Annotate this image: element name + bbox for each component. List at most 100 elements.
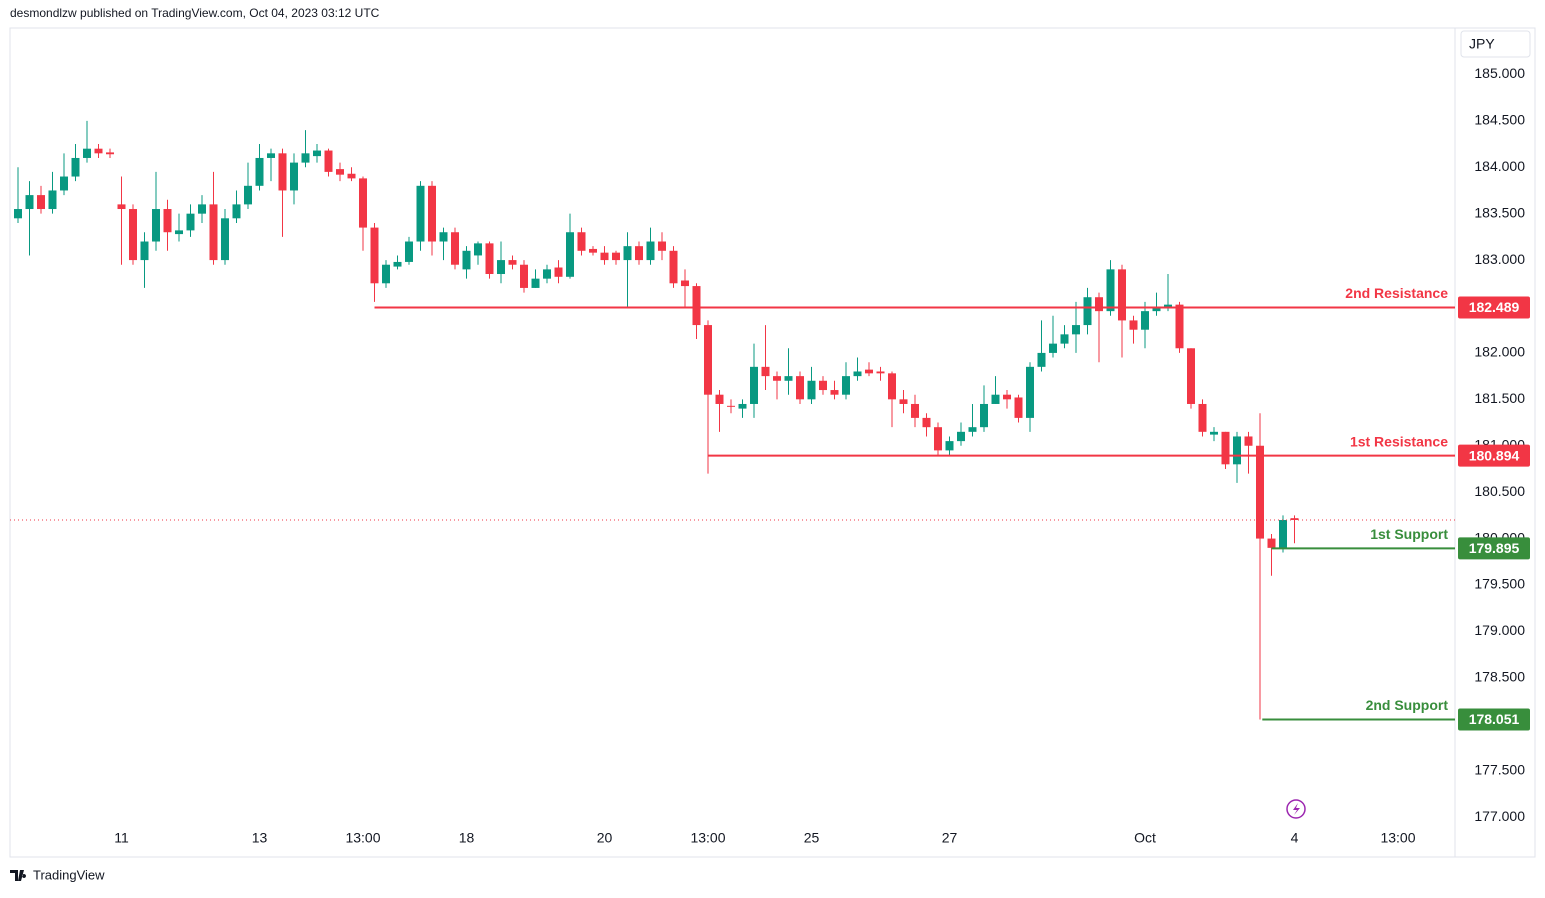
candle-body [1060,334,1069,344]
candle-body [1152,306,1161,312]
x-tick-label: 13:00 [690,830,725,846]
candle-body [830,390,839,395]
level-value-box [1458,708,1530,731]
candle-body [25,195,34,210]
candle-body [1106,269,1115,312]
candle-body [761,366,770,377]
candle-body [589,248,597,253]
level-value-box [1458,296,1530,319]
candle-body [290,162,298,191]
candle-body [209,204,218,261]
candle-body [1083,297,1092,326]
candle-body [853,371,862,377]
candle-body [497,260,505,275]
candle-body [945,441,954,451]
x-tick-label: 20 [597,830,613,846]
candle-body [1003,394,1011,400]
candle-body [1164,304,1172,309]
level-value-box [1458,444,1530,467]
candle-body [1256,445,1264,539]
chart-frame [9,27,1536,858]
candle-body [1118,269,1126,321]
candle-body [48,190,57,210]
candle-body [1014,397,1023,418]
candle-body [807,380,816,400]
x-tick-label: 11 [114,830,129,846]
candle-body [324,150,333,172]
lightning-icon[interactable] [1286,799,1306,819]
candle-body [244,185,252,205]
candle-body [462,250,471,270]
candle-body [508,260,517,265]
candle-body [1129,320,1138,330]
candle-body [577,232,586,251]
candle-body [382,264,390,284]
y-tick-label: 183.500 [1474,204,1525,220]
y-tick-label: 181.500 [1474,390,1525,406]
candle-body [175,230,183,235]
candle-body [451,232,459,265]
y-tick-label: 177.500 [1474,761,1525,777]
y-tick-label: 183.000 [1474,251,1525,267]
level-name: 2nd Support [1366,697,1449,713]
level-value: 182.489 [1469,299,1520,315]
candle-body [1244,436,1253,446]
candle-body [129,209,137,261]
x-tick-label: 4 [1291,830,1299,846]
candle-body [14,209,22,219]
candle-body [485,243,494,275]
candle-body [336,169,344,175]
candle-body [681,280,689,287]
candle-body [37,195,45,210]
tradingview-logo[interactable]: TradingView [10,867,105,882]
y-tick-label: 179.500 [1474,576,1525,592]
level-value: 178.051 [1469,711,1520,727]
candle-body [1267,538,1276,548]
candle-body [1290,518,1299,521]
y-tick-label: 182.000 [1474,344,1525,360]
currency[interactable]: JPY [1469,36,1495,52]
y-tick-label: 179.000 [1474,622,1525,638]
y-tick-label: 180.500 [1474,483,1525,499]
candle-body [94,148,103,154]
level-value: 180.894 [1469,447,1520,463]
candle-body [255,157,264,186]
footer-brand[interactable]: TradingView [33,867,105,882]
candle-body [819,380,827,391]
candle-body [163,209,172,233]
candle-body [1026,366,1034,418]
candle-body [278,153,287,191]
candle-body [152,209,160,242]
candle-body [692,286,701,326]
currency-box[interactable] [1460,30,1531,58]
candle-body [991,394,1000,404]
candle-body [439,232,448,242]
candle-body [980,403,988,428]
x-tick-label: 13:00 [345,830,380,846]
candle-body [1049,343,1057,353]
candle-body [796,376,804,400]
candle-body [899,399,908,404]
candle-body [117,204,126,210]
candle-body [474,243,482,256]
candle-body [623,246,632,261]
candle-body [1221,431,1230,465]
candle-body [198,204,206,214]
candle-body [865,369,873,374]
candle-body [232,204,241,219]
candles [14,120,1299,720]
candle-body [405,241,413,262]
candle-body [842,376,850,395]
candle-body [140,241,149,261]
candle-body [520,264,528,288]
y-tick-label: 177.000 [1474,808,1525,824]
candle-body [428,185,436,242]
candle-body [876,371,885,374]
candle-body [1279,520,1287,548]
level-name: 1st Support [1370,526,1448,542]
candle-body [773,376,781,381]
candle-body [1233,436,1241,465]
candle-body [267,153,275,158]
candle-body [1072,325,1080,335]
candle-body [313,150,321,157]
